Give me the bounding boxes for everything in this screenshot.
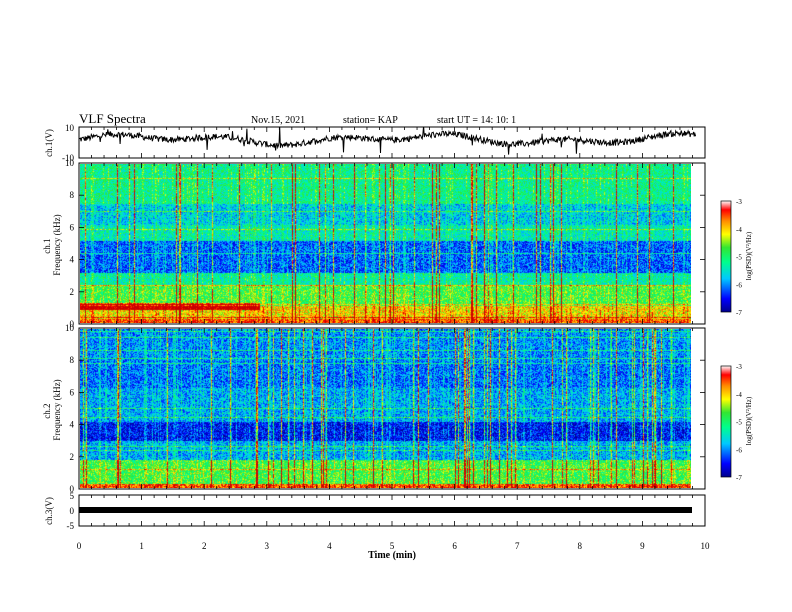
colorbar-tick-label: -7 [736, 309, 742, 317]
time-tick-label: 2 [202, 541, 207, 551]
ch1-spectrogram-ylabel-line2: Frequency (kHz) [52, 214, 62, 275]
ch3-signal [79, 507, 692, 513]
figure-title: VLF Spectra [79, 111, 146, 126]
colorbar-tick-label: -5 [736, 254, 742, 262]
ch2-spectrogram-ylabel-line1: ch.2 [42, 404, 52, 419]
ch1-spectrogram-ticks [78, 163, 706, 324]
time-tick-label: 0 [77, 541, 82, 551]
colorbar-tick-label: -5 [736, 419, 742, 427]
ch2-spectrogram-image [80, 329, 691, 488]
date-label: Nov.15, 2021 [251, 115, 305, 126]
ch3-ytick-top: 5 [70, 491, 75, 501]
ch1-colorbar-label: log(PSD)(V²/Hz) [745, 231, 753, 280]
time-axis-label: Time (min) [368, 550, 416, 561]
ch2-spectrogram-panel: 0 2 4 6 8 10 ch.2 Frequency (kHz) [42, 323, 706, 494]
frequency-tick-label: 6 [70, 387, 75, 397]
time-tick-label: 5 [390, 541, 395, 551]
time-tick-label: 8 [578, 541, 583, 551]
colorbar-tick-label: -4 [736, 226, 742, 234]
ch1-colorbar: -3 -4 -5 -6 -7 log(PSD)(V²/Hz) [720, 198, 753, 317]
ch2-colorbar-ticklabels: -3 -4 -5 -6 -7 [736, 363, 742, 482]
frequency-tick-label: 0 [70, 319, 75, 329]
ch2-spectrogram-ticks [78, 328, 706, 489]
ch1-frequency-ticklabels: 0 2 4 6 8 10 [65, 158, 705, 329]
ch1-xticks [78, 127, 706, 158]
ch3-xticks [78, 495, 706, 526]
ch3-ylabel: ch.3(V) [44, 497, 54, 525]
ch2-colorbar-label: log(PSD)(V²/Hz) [745, 396, 753, 445]
ch2-spectrogram-ylabel-line2: Frequency (kHz) [52, 379, 62, 440]
frequency-tick-label: 8 [70, 190, 75, 200]
frequency-tick-label: 10 [65, 158, 75, 168]
start-time-label: start UT = 14: 10: 1 [437, 115, 516, 126]
time-tick-label: 3 [265, 541, 270, 551]
ch1-colorbar-ticklabels: -3 -4 -5 -6 -7 [736, 198, 742, 317]
colorbar-tick-label: -3 [736, 198, 742, 206]
station-label: station= KAP [343, 115, 398, 126]
ch1-ytick-top: 10 [65, 123, 75, 133]
ch1-spectrogram-panel: 0 2 4 6 8 10 ch.1 Frequency (kHz) [42, 158, 706, 329]
colorbar-tick-label: -7 [736, 474, 742, 482]
frequency-tick-label: 6 [70, 222, 75, 232]
ch1-spectrogram-ylabel: ch.1 Frequency (kHz) [42, 214, 62, 275]
frequency-tick-label: 4 [70, 255, 75, 265]
ch1-ylabel: ch.1(V) [44, 129, 54, 157]
ch1-panel: 10 -10 ch.1(V) [44, 123, 706, 163]
frequency-tick-label: 2 [70, 287, 75, 297]
frequency-tick-label: 4 [70, 420, 75, 430]
frequency-tick-label: 8 [70, 355, 75, 365]
time-tick-label: 4 [327, 541, 332, 551]
colorbar-tick-label: -3 [736, 363, 742, 371]
ch2-colorbar-gradient [720, 365, 732, 478]
ch1-ytick-bottom: -10 [62, 153, 74, 163]
time-tick-label: 7 [515, 541, 520, 551]
ch1-waveform [79, 127, 697, 155]
ch2-spectrogram-ylabel: ch.2 Frequency (kHz) [42, 379, 62, 440]
frequency-tick-label: 2 [70, 452, 75, 462]
ch2-frequency-ticklabels: 0 2 4 6 8 10 [65, 323, 705, 494]
ch1-colorbar-gradient [720, 200, 732, 313]
time-tick-label: 1 [139, 541, 144, 551]
ch3-panel: 5 0 -5 ch.3(V) [44, 491, 706, 531]
colorbar-tick-label: -6 [736, 281, 742, 289]
ch2-colorbar: -3 -4 -5 -6 -7 log(PSD)(V²/Hz) [720, 363, 753, 482]
colorbar-tick-label: -4 [736, 391, 742, 399]
ch3-ytick-bottom: -5 [67, 521, 75, 531]
time-tick-label: 10 [701, 541, 711, 551]
ch1-spectrogram-ylabel-line1: ch.1 [42, 239, 52, 254]
time-tick-label: 6 [452, 541, 457, 551]
time-tick-label: 9 [640, 541, 645, 551]
frequency-tick-label: 0 [70, 484, 75, 494]
time-axis-ticklabels: 0 1 2 3 4 5 6 7 8 9 10 [77, 541, 710, 551]
ch3-ytick-mid: 0 [70, 506, 75, 516]
colorbar-tick-label: -6 [736, 446, 742, 454]
frequency-tick-label: 10 [65, 323, 75, 333]
ch1-spectrogram-image [80, 164, 691, 323]
